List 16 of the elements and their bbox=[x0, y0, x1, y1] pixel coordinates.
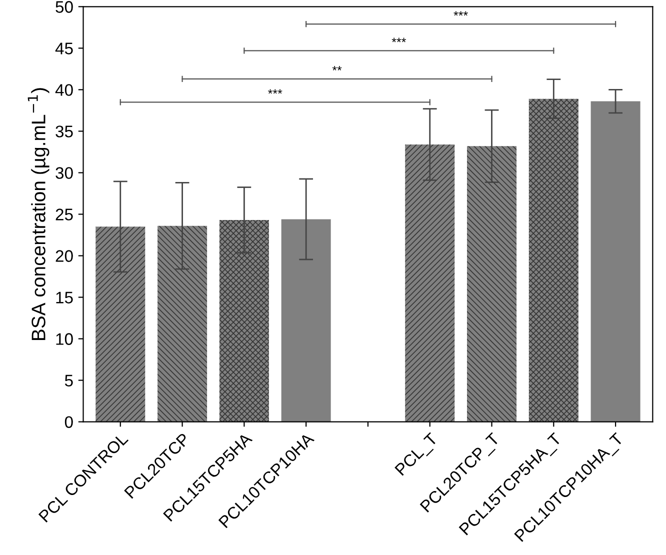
y-axis-title: BSA concentration (µg.mL$^{−1}$) bbox=[28, 88, 50, 340]
annotation: *** bbox=[392, 38, 406, 42]
y-tick-label: 10 bbox=[56, 333, 73, 345]
y-tick-label: 45 bbox=[55, 42, 73, 54]
y-tick-label: 0 bbox=[64, 416, 73, 428]
y-tick-label: 25 bbox=[56, 208, 73, 220]
annotation: *** bbox=[268, 89, 282, 94]
y-tick-label: 40 bbox=[55, 84, 73, 96]
annotation: ** bbox=[332, 66, 342, 70]
y-tick-label: 50 bbox=[56, 1, 73, 13]
y-tick-label: 5 bbox=[64, 374, 73, 386]
y-tick-label: 30 bbox=[56, 167, 73, 179]
y-tick-label: 15 bbox=[56, 292, 73, 304]
y-tick-label: 20 bbox=[56, 250, 73, 262]
y-tick-label: 35 bbox=[56, 126, 73, 138]
annotation: *** bbox=[454, 11, 468, 16]
